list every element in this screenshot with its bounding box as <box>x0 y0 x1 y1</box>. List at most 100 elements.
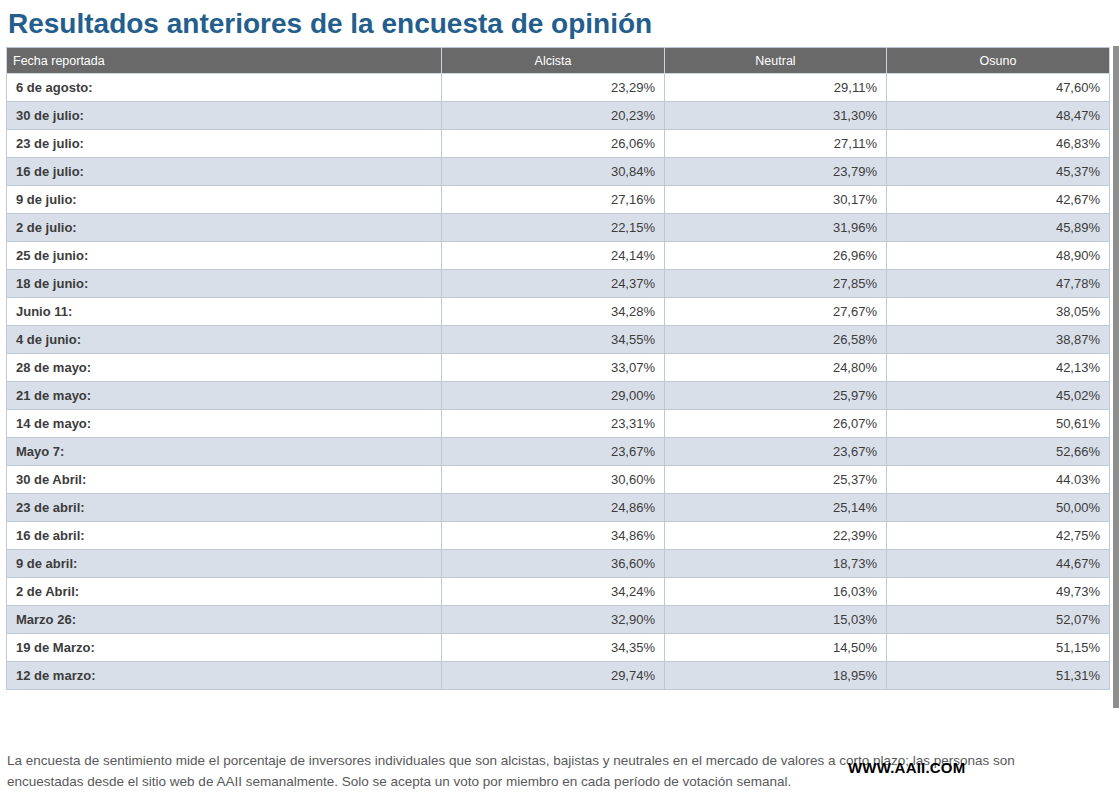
table-right-shadow <box>1113 46 1119 708</box>
cell-fecha-reportada: 30 de Abril: <box>7 466 442 494</box>
cell-percentage: 27,85% <box>665 270 887 298</box>
cell-percentage: 45,02% <box>887 382 1110 410</box>
cell-percentage: 24,37% <box>442 270 665 298</box>
cell-percentage: 23,67% <box>665 438 887 466</box>
table-row: 19 de Marzo:34,35%14,50%51,15% <box>7 634 1110 662</box>
cell-percentage: 14,50% <box>665 634 887 662</box>
cell-percentage: 50,61% <box>887 410 1110 438</box>
table-header-row: Fecha reportada Alcista Neutral Osuno <box>7 48 1110 74</box>
table-row: 9 de julio:27,16%30,17%42,67% <box>7 186 1110 214</box>
cell-percentage: 26,58% <box>665 326 887 354</box>
column-header-fecha-reportada: Fecha reportada <box>7 48 442 74</box>
cell-percentage: 50,00% <box>887 494 1110 522</box>
cell-percentage: 24,80% <box>665 354 887 382</box>
cell-percentage: 18,73% <box>665 550 887 578</box>
cell-percentage: 34,35% <box>442 634 665 662</box>
cell-percentage: 24,86% <box>442 494 665 522</box>
table-row: 4 de junio:34,55%26,58%38,87% <box>7 326 1110 354</box>
cell-percentage: 18,95% <box>665 662 887 690</box>
table-row: 23 de julio:26,06%27,11%46,83% <box>7 130 1110 158</box>
cell-fecha-reportada: 4 de junio: <box>7 326 442 354</box>
cell-percentage: 23,31% <box>442 410 665 438</box>
table-row: Junio 11:34,28%27,67%38,05% <box>7 298 1110 326</box>
cell-percentage: 32,90% <box>442 606 665 634</box>
cell-percentage: 45,89% <box>887 214 1110 242</box>
cell-fecha-reportada: 23 de abril: <box>7 494 442 522</box>
table-row: 14 de mayo:23,31%26,07%50,61% <box>7 410 1110 438</box>
cell-percentage: 16,03% <box>665 578 887 606</box>
cell-fecha-reportada: 9 de abril: <box>7 550 442 578</box>
cell-percentage: 30,84% <box>442 158 665 186</box>
cell-percentage: 26,07% <box>665 410 887 438</box>
cell-percentage: 15,03% <box>665 606 887 634</box>
cell-percentage: 46,83% <box>887 130 1110 158</box>
cell-percentage: 22,15% <box>442 214 665 242</box>
table-row: 25 de junio:24,14%26,96%48,90% <box>7 242 1110 270</box>
cell-fecha-reportada: Marzo 26: <box>7 606 442 634</box>
aaii-watermark: WWW.AAII.COM <box>848 759 965 776</box>
cell-percentage: 30,60% <box>442 466 665 494</box>
cell-percentage: 26,06% <box>442 130 665 158</box>
cell-percentage: 23,29% <box>442 74 665 102</box>
cell-fecha-reportada: 2 de julio: <box>7 214 442 242</box>
cell-percentage: 33,07% <box>442 354 665 382</box>
cell-percentage: 22,39% <box>665 522 887 550</box>
table-row: Marzo 26:32,90%15,03%52,07% <box>7 606 1110 634</box>
cell-percentage: 51,15% <box>887 634 1110 662</box>
table-row: 30 de julio:20,23%31,30%48,47% <box>7 102 1110 130</box>
cell-percentage: 42,75% <box>887 522 1110 550</box>
cell-percentage: 26,96% <box>665 242 887 270</box>
table-row: 21 de mayo:29,00%25,97%45,02% <box>7 382 1110 410</box>
cell-percentage: 31,96% <box>665 214 887 242</box>
cell-percentage: 27,11% <box>665 130 887 158</box>
table-row: 16 de julio:30,84%23,79%45,37% <box>7 158 1110 186</box>
cell-percentage: 25,37% <box>665 466 887 494</box>
cell-percentage: 36,60% <box>442 550 665 578</box>
cell-percentage: 45,37% <box>887 158 1110 186</box>
table-row: 2 de julio:22,15%31,96%45,89% <box>7 214 1110 242</box>
table-row: 12 de marzo:29,74%18,95%51,31% <box>7 662 1110 690</box>
cell-percentage: 48,47% <box>887 102 1110 130</box>
cell-percentage: 44,67% <box>887 550 1110 578</box>
cell-percentage: 27,67% <box>665 298 887 326</box>
column-header-alcista: Alcista <box>442 48 665 74</box>
cell-fecha-reportada: 18 de junio: <box>7 270 442 298</box>
cell-percentage: 34,28% <box>442 298 665 326</box>
cell-percentage: 31,30% <box>665 102 887 130</box>
cell-fecha-reportada: 16 de julio: <box>7 158 442 186</box>
cell-percentage: 23,67% <box>442 438 665 466</box>
cell-percentage: 38,87% <box>887 326 1110 354</box>
page-title: Resultados anteriores de la encuesta de … <box>0 0 1120 47</box>
cell-percentage: 25,97% <box>665 382 887 410</box>
cell-percentage: 42,67% <box>887 186 1110 214</box>
table-row: 18 de junio:24,37%27,85%47,78% <box>7 270 1110 298</box>
cell-percentage: 44.03% <box>887 466 1110 494</box>
table-row: 23 de abril:24,86%25,14%50,00% <box>7 494 1110 522</box>
cell-percentage: 51,31% <box>887 662 1110 690</box>
table-row: Mayo 7:23,67%23,67%52,66% <box>7 438 1110 466</box>
table-row: 28 de mayo:33,07%24,80%42,13% <box>7 354 1110 382</box>
cell-percentage: 47,60% <box>887 74 1110 102</box>
cell-fecha-reportada: 19 de Marzo: <box>7 634 442 662</box>
cell-fecha-reportada: 16 de abril: <box>7 522 442 550</box>
cell-percentage: 25,14% <box>665 494 887 522</box>
cell-fecha-reportada: 14 de mayo: <box>7 410 442 438</box>
column-header-osuno: Osuno <box>887 48 1110 74</box>
cell-fecha-reportada: 28 de mayo: <box>7 354 442 382</box>
table-row: 30 de Abril:30,60%25,37%44.03% <box>7 466 1110 494</box>
cell-fecha-reportada: 30 de julio: <box>7 102 442 130</box>
cell-fecha-reportada: 12 de marzo: <box>7 662 442 690</box>
cell-fecha-reportada: 6 de agosto: <box>7 74 442 102</box>
cell-fecha-reportada: 23 de julio: <box>7 130 442 158</box>
survey-results-page: Resultados anteriores de la encuesta de … <box>0 0 1120 793</box>
cell-percentage: 29,74% <box>442 662 665 690</box>
cell-percentage: 34,24% <box>442 578 665 606</box>
cell-percentage: 52,07% <box>887 606 1110 634</box>
cell-percentage: 29,11% <box>665 74 887 102</box>
cell-fecha-reportada: 2 de Abril: <box>7 578 442 606</box>
cell-fecha-reportada: 21 de mayo: <box>7 382 442 410</box>
cell-percentage: 24,14% <box>442 242 665 270</box>
cell-percentage: 52,66% <box>887 438 1110 466</box>
cell-percentage: 29,00% <box>442 382 665 410</box>
cell-percentage: 30,17% <box>665 186 887 214</box>
